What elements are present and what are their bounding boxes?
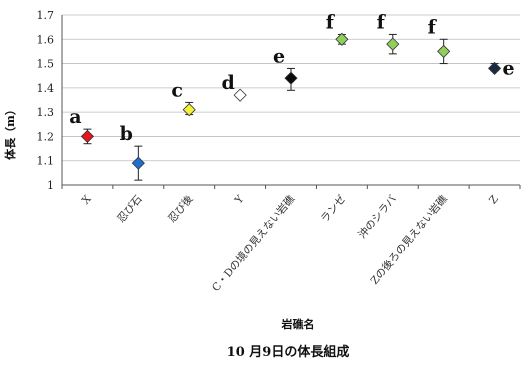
x-axis-label: 岩礁名 [281,317,315,331]
y-tick-label: 1.4 [37,82,55,95]
y-tick-label: 1.7 [37,9,55,22]
data-point [437,44,451,58]
significance-letter: a [69,106,81,128]
x-tick-label: 忍び石 [115,193,144,225]
y-tick-label: 1.2 [37,130,55,143]
significance-letter: c [171,79,183,101]
data-point [335,32,349,46]
x-tick-label: ランゼ [319,193,349,225]
data-point [386,37,400,51]
data-point [487,61,502,75]
data-point [284,71,298,85]
x-tick-label: 忍び後 [165,192,196,225]
x-tick-label: C・Dの境の見えない岩礁 [209,192,297,294]
data-point [131,156,145,170]
y-tick-label: 1.6 [37,33,55,46]
x-tick-label: Z [487,193,501,206]
significance-letter: e [273,45,285,67]
chart-title: 10 月9日の体長組成 [227,344,350,360]
y-axis-label: 体長（m） [3,104,17,160]
significance-letter: d [221,72,234,94]
significance-letter: b [120,123,133,145]
significance-letter: e [503,57,515,79]
y-tick-label: 1.3 [37,106,55,119]
significance-letter: f [428,16,438,38]
significance-letter: f [326,11,336,33]
x-tick-label: X [80,193,94,207]
y-tick-label: 1.5 [37,58,55,71]
x-tick-label: 沖のシラバ [355,192,399,241]
mark-layer [80,32,502,181]
y-tick-label: 1.1 [37,155,55,168]
grid-layer [62,14,520,162]
significance-letter: f [377,11,387,33]
data-point [182,103,196,117]
axis-layer [61,15,521,189]
data-point [80,129,95,143]
x-tick-label: Y [232,192,247,207]
y-tick-label: 1 [47,179,54,192]
data-point [233,88,247,102]
